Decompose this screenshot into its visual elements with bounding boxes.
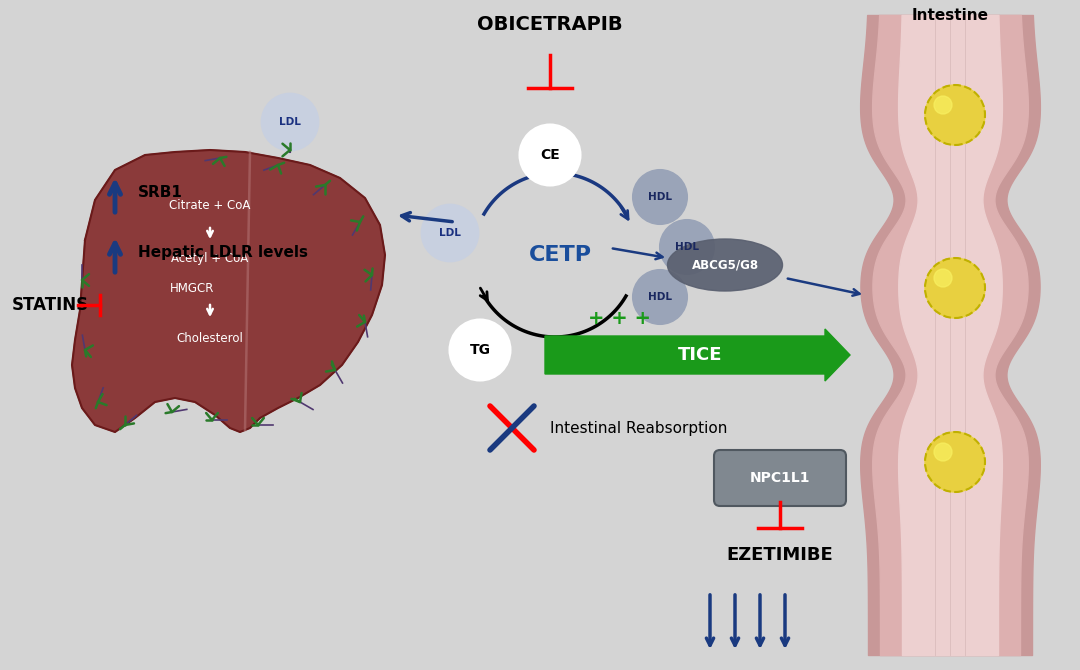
Circle shape <box>934 443 951 461</box>
Text: TICE: TICE <box>678 346 723 364</box>
Text: EZETIMIBE: EZETIMIBE <box>727 546 834 564</box>
Text: TG: TG <box>470 343 490 357</box>
Circle shape <box>924 258 985 318</box>
Text: LDL: LDL <box>279 117 301 127</box>
Circle shape <box>519 125 580 185</box>
Circle shape <box>660 220 714 274</box>
Circle shape <box>450 320 510 380</box>
FancyBboxPatch shape <box>714 450 846 506</box>
Text: HMGCR: HMGCR <box>170 281 214 295</box>
Text: SRB1: SRB1 <box>138 184 183 200</box>
Circle shape <box>633 270 687 324</box>
Text: LDL: LDL <box>440 228 461 238</box>
Text: HDL: HDL <box>675 242 699 252</box>
Circle shape <box>633 170 687 224</box>
Text: Intestinal Reabsorption: Intestinal Reabsorption <box>550 421 727 436</box>
Text: Citrate + CoA: Citrate + CoA <box>170 198 251 212</box>
Circle shape <box>934 269 951 287</box>
Text: Cholesterol: Cholesterol <box>176 332 243 344</box>
Text: CE: CE <box>540 148 559 162</box>
Text: HDL: HDL <box>648 192 672 202</box>
Text: NPC1L1: NPC1L1 <box>750 471 810 485</box>
Text: ABCG5/G8: ABCG5/G8 <box>691 259 758 271</box>
Polygon shape <box>72 150 384 432</box>
Ellipse shape <box>667 239 783 291</box>
Circle shape <box>924 432 985 492</box>
Circle shape <box>422 205 478 261</box>
Text: HDL: HDL <box>648 292 672 302</box>
Text: CETP: CETP <box>528 245 592 265</box>
Text: + + +: + + + <box>589 308 651 328</box>
FancyArrow shape <box>545 329 850 381</box>
Text: Hepatic LDLR levels: Hepatic LDLR levels <box>138 245 308 259</box>
Circle shape <box>924 85 985 145</box>
Text: STATINS: STATINS <box>12 296 90 314</box>
Text: Intestine: Intestine <box>912 8 988 23</box>
Text: OBICETRAPIB: OBICETRAPIB <box>477 15 623 34</box>
Text: Acetyl + CoA: Acetyl + CoA <box>172 251 248 265</box>
Circle shape <box>262 94 318 150</box>
Circle shape <box>934 96 951 114</box>
